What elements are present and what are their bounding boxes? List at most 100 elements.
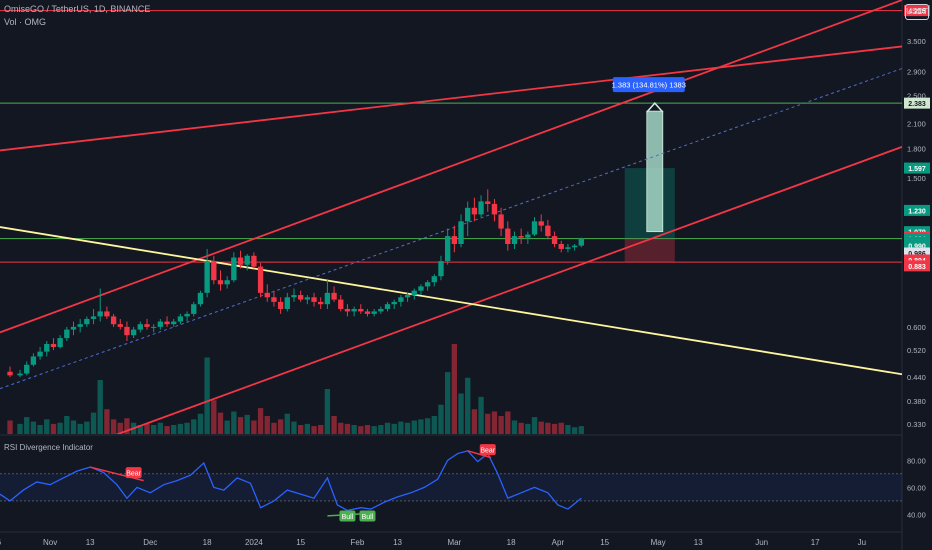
time-axis-label: 18 (507, 538, 516, 547)
trade-label-box (612, 77, 685, 93)
candle-body (304, 297, 311, 300)
volume-bar (331, 416, 337, 434)
price-badge (904, 254, 930, 266)
time-axis-label: Mar (447, 538, 461, 547)
volume-bar (545, 422, 551, 434)
volume-bar (297, 425, 304, 434)
volume-bar (364, 425, 371, 434)
candle-body (491, 203, 498, 215)
volume-bar (77, 423, 83, 434)
price-tick: 0.330 (907, 420, 926, 429)
volume-bar (378, 425, 384, 434)
candle-body (571, 245, 578, 248)
price-tick: 0.380 (907, 397, 926, 406)
candle-body (151, 326, 157, 328)
candle-body (297, 295, 304, 300)
volume-bar (418, 419, 424, 434)
candle-body (50, 343, 57, 347)
volume-bar (578, 426, 584, 434)
volume-bar (217, 412, 224, 434)
volume-bar (485, 413, 491, 434)
volume-bar (291, 421, 297, 434)
candle-body (110, 316, 117, 325)
candle-body (424, 282, 431, 287)
candle-body (578, 238, 584, 246)
volume-bar (84, 421, 90, 434)
volume-bar (197, 413, 204, 434)
volume-bar (344, 423, 351, 434)
volume-bar (351, 425, 357, 434)
volume-bar (17, 423, 23, 434)
volume-bar (458, 393, 464, 434)
time-axis-label: May (651, 538, 666, 547)
candle-body (57, 338, 63, 347)
candle-body (465, 207, 471, 222)
volume-bar (44, 419, 50, 434)
volume-bar (64, 416, 70, 434)
volume-bar (157, 422, 164, 434)
candle-body (511, 236, 518, 245)
volume-bar (478, 396, 484, 434)
candle-body (331, 292, 337, 300)
candle-body (124, 326, 130, 336)
volume-bar (117, 422, 123, 434)
volume-bar (358, 426, 364, 434)
bear-label: Bear (126, 471, 141, 478)
candle-body (144, 324, 150, 327)
price-badge (904, 260, 930, 272)
trendline (0, 45, 902, 152)
channel-midline (0, 68, 902, 390)
time-axis-label: 17 (811, 538, 820, 547)
price-tick: 2.500 (907, 91, 926, 100)
time-axis-label: Feb (351, 538, 365, 547)
trendline (115, 146, 902, 434)
loss-zone (624, 238, 675, 263)
rsi-title: RSI Divergence Indicator (4, 443, 93, 452)
candle-body (371, 311, 377, 314)
volume-bar (491, 411, 498, 434)
price-badge-label: 4.215 (908, 9, 926, 16)
currency-button[interactable]: USDT (905, 4, 929, 20)
volume-bar (244, 414, 250, 434)
candle-body (458, 221, 464, 245)
volume-bar (371, 426, 377, 434)
price-tick: 1.500 (907, 174, 926, 183)
bull-label-box (359, 510, 376, 522)
price-badge (904, 204, 930, 216)
price-badge (904, 97, 930, 109)
candle-body (538, 221, 544, 226)
candle-body (244, 255, 250, 265)
price-tick: 2.900 (907, 67, 926, 76)
candle-body (7, 371, 13, 376)
bear-label-box (479, 444, 496, 456)
candle-body (237, 257, 244, 265)
candle-body (378, 308, 384, 312)
volume-bar (224, 420, 230, 434)
candle-body (451, 236, 458, 245)
volume-bar (538, 421, 544, 434)
candle-body (44, 343, 50, 352)
volume-bar (30, 421, 37, 434)
volume-bar (204, 357, 210, 434)
price-badge-label: 1.597 (908, 166, 926, 173)
candle-body (70, 326, 77, 330)
volume-bar (237, 417, 244, 434)
volume-bar (411, 420, 417, 434)
candle-body (364, 311, 371, 314)
volume-bar (551, 423, 558, 434)
candle-body (505, 228, 511, 245)
candle-body (551, 236, 558, 245)
time-axis-label: Ju (858, 538, 866, 547)
candle-body (391, 301, 397, 305)
time-axis-label: 13 (86, 538, 95, 547)
time-axis-label: 2024 (245, 538, 263, 547)
candle-body (97, 311, 103, 317)
volume-bar (338, 422, 344, 434)
bear-label-box (125, 467, 142, 479)
volume-bar (438, 404, 444, 434)
candle-body (351, 308, 357, 312)
volume-bar (264, 416, 270, 434)
candle-body (291, 295, 297, 298)
volume-bar (90, 412, 97, 434)
